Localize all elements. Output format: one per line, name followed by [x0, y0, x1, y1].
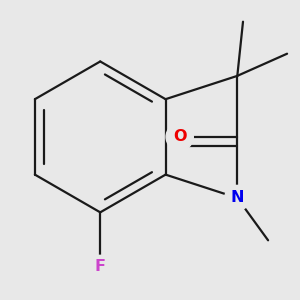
Circle shape: [89, 255, 112, 278]
Circle shape: [166, 123, 193, 151]
Circle shape: [225, 185, 250, 211]
Text: F: F: [95, 259, 106, 274]
Text: O: O: [173, 129, 186, 144]
Text: N: N: [231, 190, 244, 206]
